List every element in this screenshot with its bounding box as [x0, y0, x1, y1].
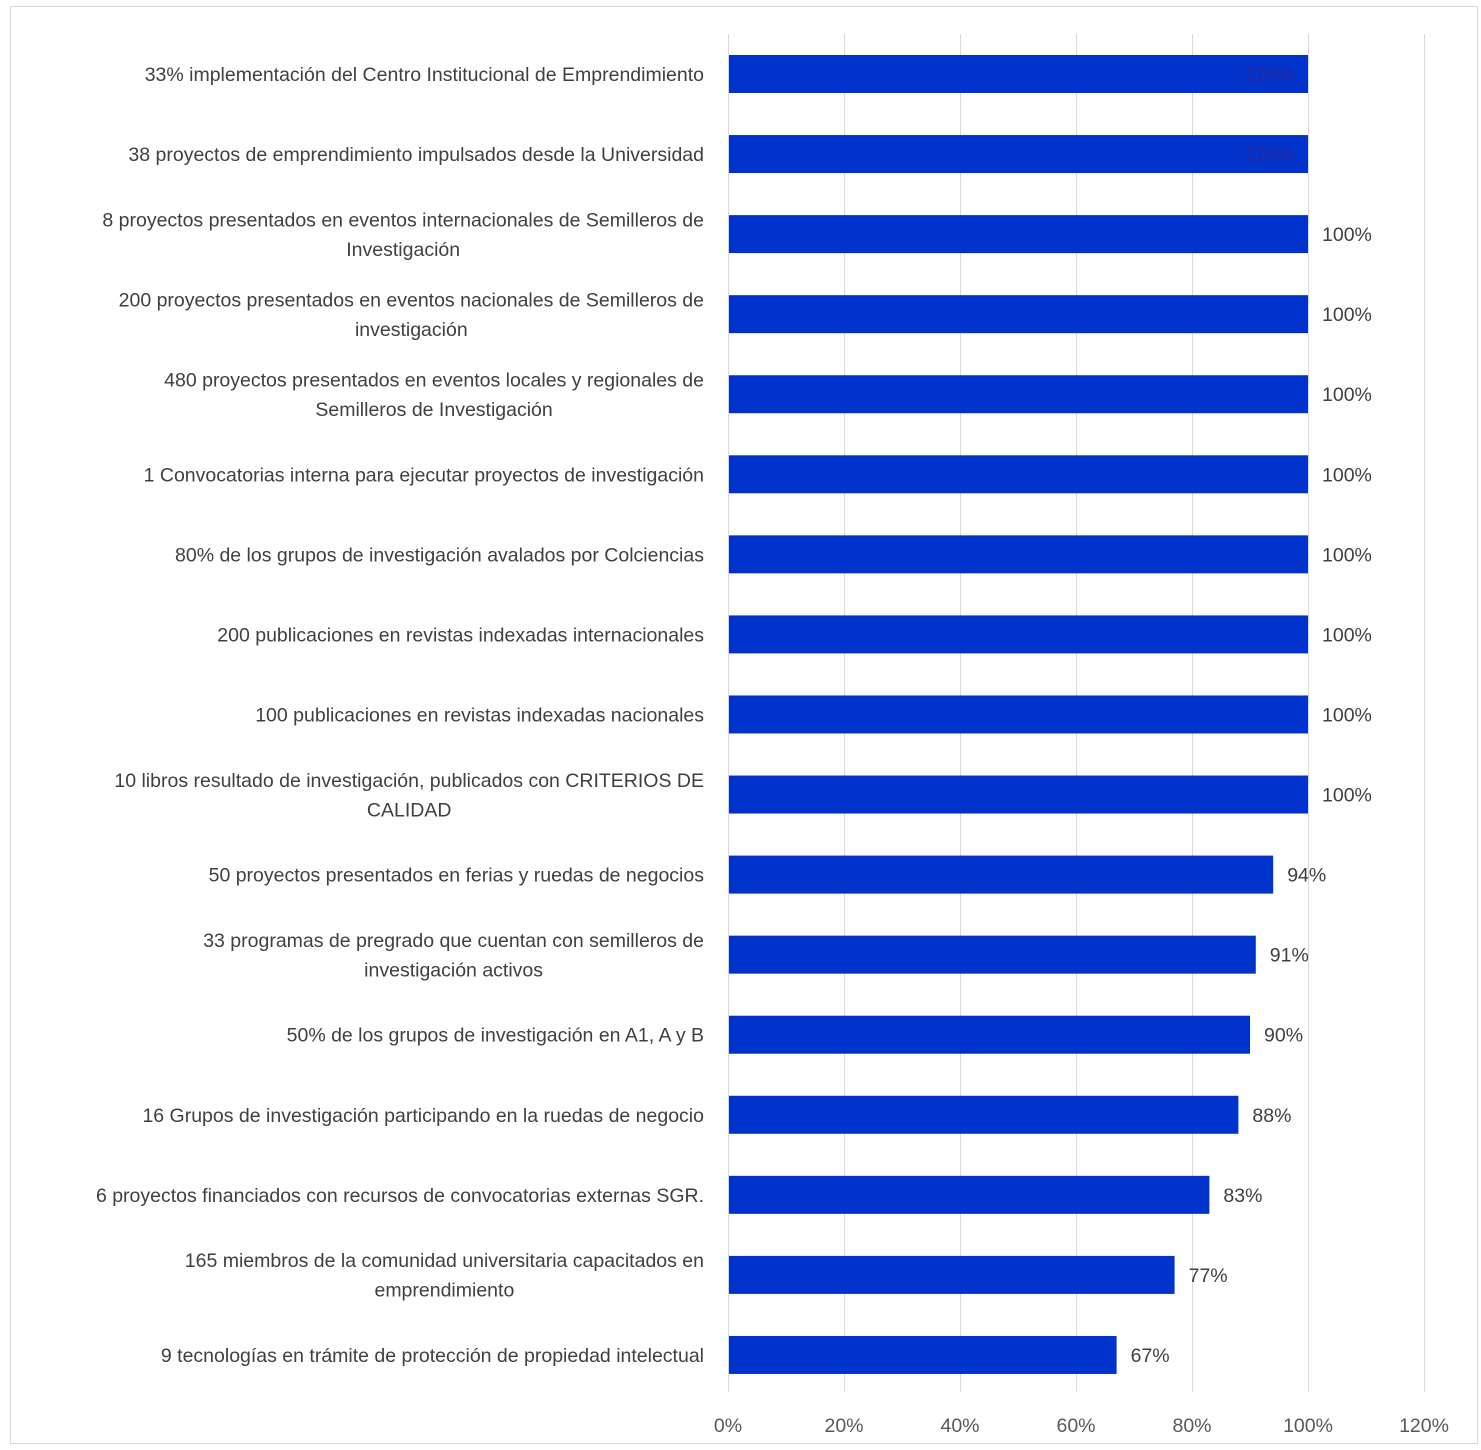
bar — [728, 135, 1308, 174]
category-label: 200 publicaciones en revistas indexadas … — [217, 624, 704, 646]
category-label: 50 proyectos presentados en ferias y rue… — [209, 865, 705, 887]
x-tick-label: 80% — [1172, 1415, 1211, 1437]
category-label: 8 proyectos presentados en eventos inter… — [102, 209, 704, 231]
bar — [728, 295, 1308, 334]
data-label: 100% — [1322, 544, 1372, 566]
x-tick-label: 60% — [1056, 1415, 1095, 1437]
category-label: 38 proyectos de emprendimiento impulsado… — [128, 144, 704, 166]
bar — [728, 55, 1308, 93]
bar — [728, 615, 1308, 654]
data-label: 100% — [1322, 464, 1372, 486]
data-label: 91% — [1270, 945, 1309, 967]
bar — [728, 215, 1308, 254]
category-label: 165 miembros de la comunidad universitar… — [185, 1250, 704, 1272]
bar — [728, 455, 1308, 494]
bar — [728, 775, 1308, 814]
data-label: 90% — [1264, 1025, 1303, 1047]
data-label: 100% — [1322, 624, 1372, 646]
bar — [728, 1175, 1210, 1214]
category-label: 100 publicaciones en revistas indexadas … — [255, 704, 704, 726]
bar — [728, 535, 1308, 574]
category-label: 1 Convocatorias interna para ejecutar pr… — [144, 464, 704, 486]
category-label: 200 proyectos presentados en eventos nac… — [119, 289, 704, 311]
bar — [728, 1335, 1117, 1374]
x-tick-label: 120% — [1399, 1415, 1449, 1437]
category-label: emprendimiento — [374, 1280, 514, 1302]
category-label: 33 programas de pregrado que cuentan con… — [203, 930, 704, 952]
bar — [728, 1255, 1175, 1294]
data-label: 100% — [1322, 224, 1372, 246]
category-label: 50% de los grupos de investigación en A1… — [287, 1025, 704, 1047]
x-tick-label: 0% — [714, 1415, 742, 1437]
category-label: Investigación — [346, 239, 460, 261]
category-label: investigación activos — [364, 959, 543, 981]
data-label: 77% — [1189, 1265, 1228, 1287]
bar — [728, 1095, 1239, 1134]
data-label: 88% — [1252, 1105, 1291, 1127]
category-label: CALIDAD — [367, 799, 452, 821]
category-label: 6 proyectos financiados con recursos de … — [96, 1185, 704, 1207]
data-label: 94% — [1287, 865, 1326, 887]
data-label: 100% — [1322, 304, 1372, 326]
data-label: 83% — [1223, 1185, 1262, 1207]
bar — [728, 935, 1256, 974]
data-label: 67% — [1131, 1345, 1170, 1367]
bar — [728, 695, 1308, 734]
category-label: 10 libros resultado de investigación, pu… — [114, 770, 704, 792]
category-label: 33% implementación del Centro Institucio… — [145, 64, 704, 86]
category-label: 480 proyectos presentados en eventos loc… — [164, 369, 704, 391]
bar — [728, 375, 1308, 414]
data-label: 100% — [1244, 64, 1294, 86]
category-label: 16 Grupos de investigación participando … — [142, 1105, 704, 1127]
bar — [728, 855, 1274, 894]
data-label: 100% — [1322, 384, 1372, 406]
data-label: 100% — [1322, 704, 1372, 726]
data-label: 100% — [1244, 144, 1294, 166]
category-label: 9 tecnologías en trámite de protección d… — [161, 1345, 704, 1367]
x-tick-label: 20% — [824, 1415, 863, 1437]
data-label: 100% — [1322, 785, 1372, 807]
x-tick-label: 40% — [940, 1415, 979, 1437]
category-label: investigación — [355, 319, 468, 341]
category-label: Semilleros de Investigación — [315, 399, 552, 421]
bar — [728, 1015, 1250, 1054]
x-tick-label: 100% — [1283, 1415, 1333, 1437]
category-label: 80% de los grupos de investigación avala… — [175, 544, 704, 566]
